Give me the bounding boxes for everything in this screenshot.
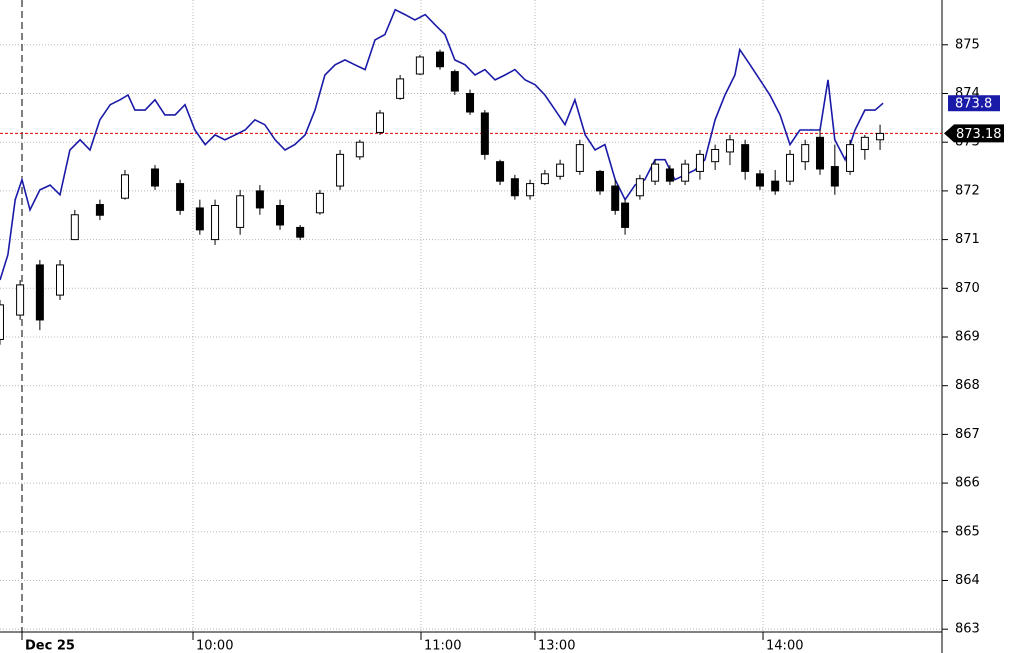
candle-body (336, 153, 345, 187)
x-tick-label: 14:00 (766, 639, 803, 653)
candle-body (611, 185, 620, 211)
candle-body (665, 168, 674, 182)
last-price-box (944, 124, 1004, 143)
candle-body (785, 153, 794, 182)
candle-body (450, 71, 459, 92)
candle-body (860, 136, 869, 151)
candle-body (120, 174, 129, 199)
candle-body (255, 190, 264, 209)
candle-body (575, 144, 584, 172)
price-line (0, 8, 884, 281)
candle-body (635, 178, 644, 197)
x-tick-label: 11:00 (424, 639, 461, 653)
candle-body (176, 183, 185, 211)
candle-body (651, 163, 660, 182)
candle-body (355, 141, 364, 158)
candle-body (195, 207, 204, 231)
x-tick-label: Dec 25 (25, 639, 75, 653)
candle-body (595, 170, 604, 192)
line-value-label: 873.8 (955, 97, 992, 112)
candle-body (56, 264, 65, 296)
line-value-box (948, 95, 1000, 112)
candle-body (621, 202, 630, 228)
candle-body (681, 163, 690, 182)
candle-body (375, 112, 384, 133)
y-tick-label: 864 (955, 573, 980, 588)
candle-body (526, 183, 535, 197)
candle-body (741, 144, 750, 172)
candle-body (801, 144, 810, 163)
y-tick-label: 867 (955, 427, 980, 442)
candle-body (480, 112, 489, 155)
candle-body (70, 214, 79, 241)
last-price-label: 873.18 (956, 127, 1002, 142)
y-tick-label: 869 (955, 329, 980, 344)
candle-body (436, 51, 445, 68)
x-tick-label: 13:00 (538, 639, 575, 653)
candle-body (830, 166, 839, 187)
y-tick-label: 866 (955, 476, 980, 491)
candle-body (296, 226, 305, 238)
candle-body (35, 264, 44, 321)
candle-body (755, 173, 764, 187)
candle-body (276, 205, 285, 226)
candle-body (466, 93, 475, 113)
x-tick-label: 10:00 (196, 639, 233, 653)
candle-body (236, 195, 245, 228)
candle-body (816, 136, 825, 170)
candle-body (315, 192, 324, 214)
candle-body (540, 173, 549, 185)
candle-body (396, 78, 405, 99)
y-tick-label: 871 (955, 232, 980, 247)
y-tick-label: 872 (955, 183, 980, 198)
y-tick-label: 868 (955, 378, 980, 393)
candle-body (211, 205, 220, 241)
candle-body (16, 284, 25, 316)
candle-body (0, 304, 4, 340)
candle-body (510, 178, 519, 197)
candle-body (711, 149, 720, 163)
y-tick-label: 865 (955, 524, 980, 539)
y-tick-label: 875 (955, 37, 980, 52)
candle-body (695, 153, 704, 172)
candle-body (725, 139, 734, 153)
candle-body (556, 163, 565, 177)
candle-body (771, 180, 780, 192)
y-tick-label: 870 (955, 281, 980, 296)
candle-body (496, 161, 505, 182)
candle-body (846, 144, 855, 172)
candle-body (415, 56, 424, 75)
candle-body (151, 168, 160, 187)
candle-body (876, 132, 885, 141)
candle-body (95, 204, 104, 216)
y-tick-label: 863 (955, 622, 980, 637)
